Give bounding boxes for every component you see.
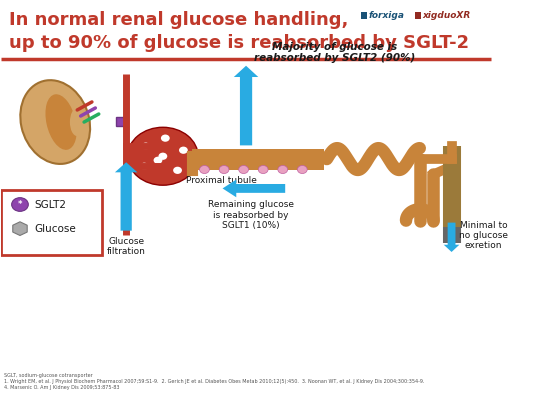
Text: SGLT2: SGLT2 bbox=[35, 200, 66, 209]
Circle shape bbox=[239, 166, 248, 173]
Circle shape bbox=[158, 153, 167, 160]
Text: SGLT, sodium-glucose cotransporter
1. Wright EM, et al. J Physiol Biochem Pharma: SGLT, sodium-glucose cotransporter 1. Wr… bbox=[4, 373, 424, 390]
Circle shape bbox=[12, 198, 28, 211]
Text: xigduoXR: xigduoXR bbox=[422, 11, 470, 20]
FancyArrow shape bbox=[222, 179, 285, 197]
Text: In normal renal glucose handling,: In normal renal glucose handling, bbox=[9, 11, 348, 30]
FancyArrow shape bbox=[115, 162, 137, 231]
Text: Glucose
filtration: Glucose filtration bbox=[107, 237, 146, 256]
Text: Proximal tubule: Proximal tubule bbox=[186, 176, 257, 185]
Ellipse shape bbox=[45, 94, 77, 150]
Circle shape bbox=[140, 163, 149, 170]
Text: Majority of glucose is
reabsorbed by SGLT2 (90%): Majority of glucose is reabsorbed by SGL… bbox=[253, 42, 415, 63]
Ellipse shape bbox=[70, 108, 85, 136]
Circle shape bbox=[173, 167, 182, 174]
Circle shape bbox=[141, 143, 150, 150]
FancyBboxPatch shape bbox=[192, 149, 325, 170]
FancyBboxPatch shape bbox=[361, 12, 367, 19]
FancyArrow shape bbox=[444, 223, 460, 252]
Ellipse shape bbox=[21, 80, 90, 164]
Text: forxiga: forxiga bbox=[368, 11, 404, 20]
Circle shape bbox=[258, 166, 268, 173]
Circle shape bbox=[219, 166, 229, 173]
FancyBboxPatch shape bbox=[2, 190, 102, 255]
Circle shape bbox=[200, 166, 210, 173]
FancyArrow shape bbox=[234, 66, 258, 145]
Circle shape bbox=[161, 134, 170, 142]
Circle shape bbox=[278, 166, 288, 173]
FancyBboxPatch shape bbox=[117, 117, 127, 126]
Circle shape bbox=[153, 157, 163, 164]
Text: up to 90% of glucose is reabsorbed by SGLT-2: up to 90% of glucose is reabsorbed by SG… bbox=[9, 34, 469, 51]
Circle shape bbox=[179, 147, 188, 154]
FancyBboxPatch shape bbox=[415, 12, 421, 19]
Text: Minimal to
no glucose
exretion: Minimal to no glucose exretion bbox=[459, 221, 508, 250]
Circle shape bbox=[298, 166, 307, 173]
Circle shape bbox=[127, 127, 198, 185]
Text: Remaining glucose
is reabsorbed by
SGLT1 (10%): Remaining glucose is reabsorbed by SGLT1… bbox=[208, 200, 294, 230]
Text: *: * bbox=[18, 200, 22, 209]
Text: Glucose: Glucose bbox=[35, 224, 77, 234]
